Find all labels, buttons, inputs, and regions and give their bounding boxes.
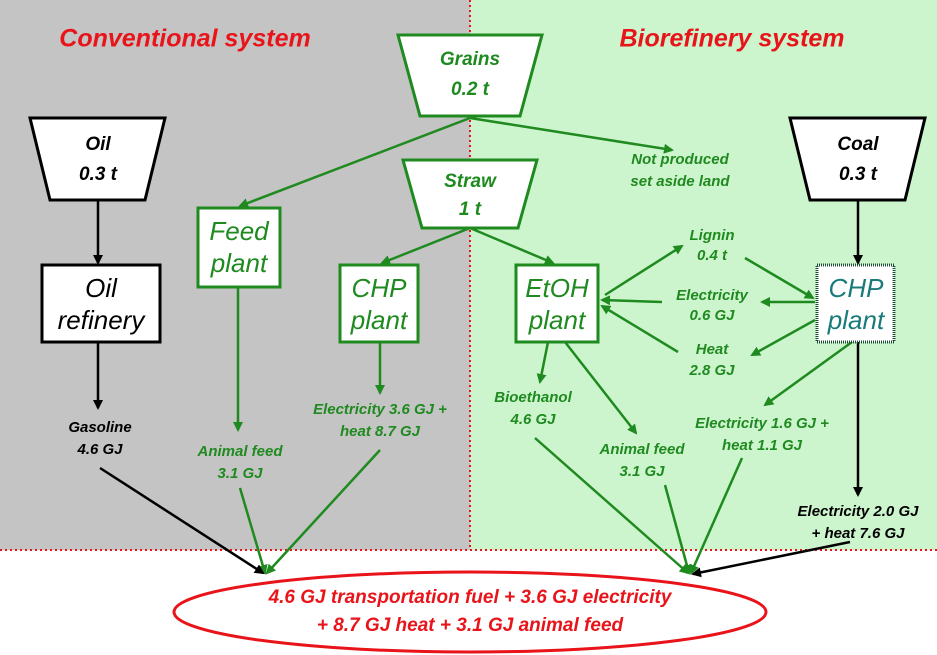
label: plant	[528, 305, 587, 335]
title: Conventional system	[59, 25, 310, 53]
label: 0.3 t	[839, 164, 878, 185]
label: heat 1.1 GJ	[722, 437, 803, 454]
chp-plant	[815, 263, 896, 344]
label: Oil	[85, 134, 111, 155]
label: set aside land	[630, 173, 730, 190]
label: 3.1 GJ	[217, 465, 263, 482]
summary-ellipse	[172, 570, 768, 654]
label: + heat 7.6 GJ	[812, 525, 906, 542]
label: plant	[350, 305, 409, 335]
grains-input	[396, 33, 544, 118]
etoh-plant	[514, 263, 600, 344]
label: Oil	[85, 273, 118, 303]
green-arrows	[233, 116, 853, 575]
chp-plant	[338, 263, 420, 344]
label: CHP	[829, 273, 885, 303]
label: 4.6 GJ	[76, 441, 123, 458]
label: Animal feed	[196, 443, 283, 460]
label: Electricity 1.6 GJ +	[695, 415, 829, 432]
black-arrows	[93, 200, 863, 578]
label: Electricity	[676, 287, 748, 304]
feed-plant	[196, 206, 282, 289]
label: 2.8 GJ	[688, 362, 735, 379]
oil-refinery	[40, 263, 162, 344]
label: Grains	[440, 49, 500, 70]
coal-input	[788, 116, 927, 202]
label: CHP	[352, 273, 408, 303]
label: 3.1 GJ	[619, 463, 665, 480]
label: Coal	[837, 134, 879, 155]
label: plant	[827, 305, 886, 335]
label: Animal feed	[598, 441, 685, 458]
label: Bioethanol	[494, 389, 572, 406]
label: Straw	[444, 171, 497, 192]
summary: + 8.7 GJ heat + 3.1 GJ animal feed	[317, 615, 624, 636]
oil-input	[28, 116, 167, 202]
label: 1 t	[459, 199, 482, 220]
straw-input	[401, 158, 539, 230]
label: Gasoline	[68, 419, 131, 436]
label: 0.6 GJ	[689, 307, 735, 324]
label: 0.3 t	[79, 164, 118, 185]
label: Electricity 2.0 GJ	[798, 503, 920, 520]
label: 4.6 GJ	[509, 411, 556, 428]
label: Electricity 3.6 GJ +	[313, 401, 447, 418]
label: refinery	[58, 305, 147, 335]
label: heat 8.7 GJ	[340, 423, 421, 440]
label: 0.4 t	[697, 247, 728, 264]
label: EtOH	[525, 273, 589, 303]
label: Lignin	[690, 227, 735, 244]
summary: 4.6 GJ transportation fuel + 3.6 GJ elec…	[268, 587, 673, 608]
label: Heat	[696, 341, 730, 358]
label: Not produced	[631, 151, 729, 168]
title: Biorefinery system	[619, 25, 844, 53]
label: plant	[210, 248, 269, 278]
label: 0.2 t	[451, 79, 490, 100]
label: Feed	[209, 216, 270, 246]
